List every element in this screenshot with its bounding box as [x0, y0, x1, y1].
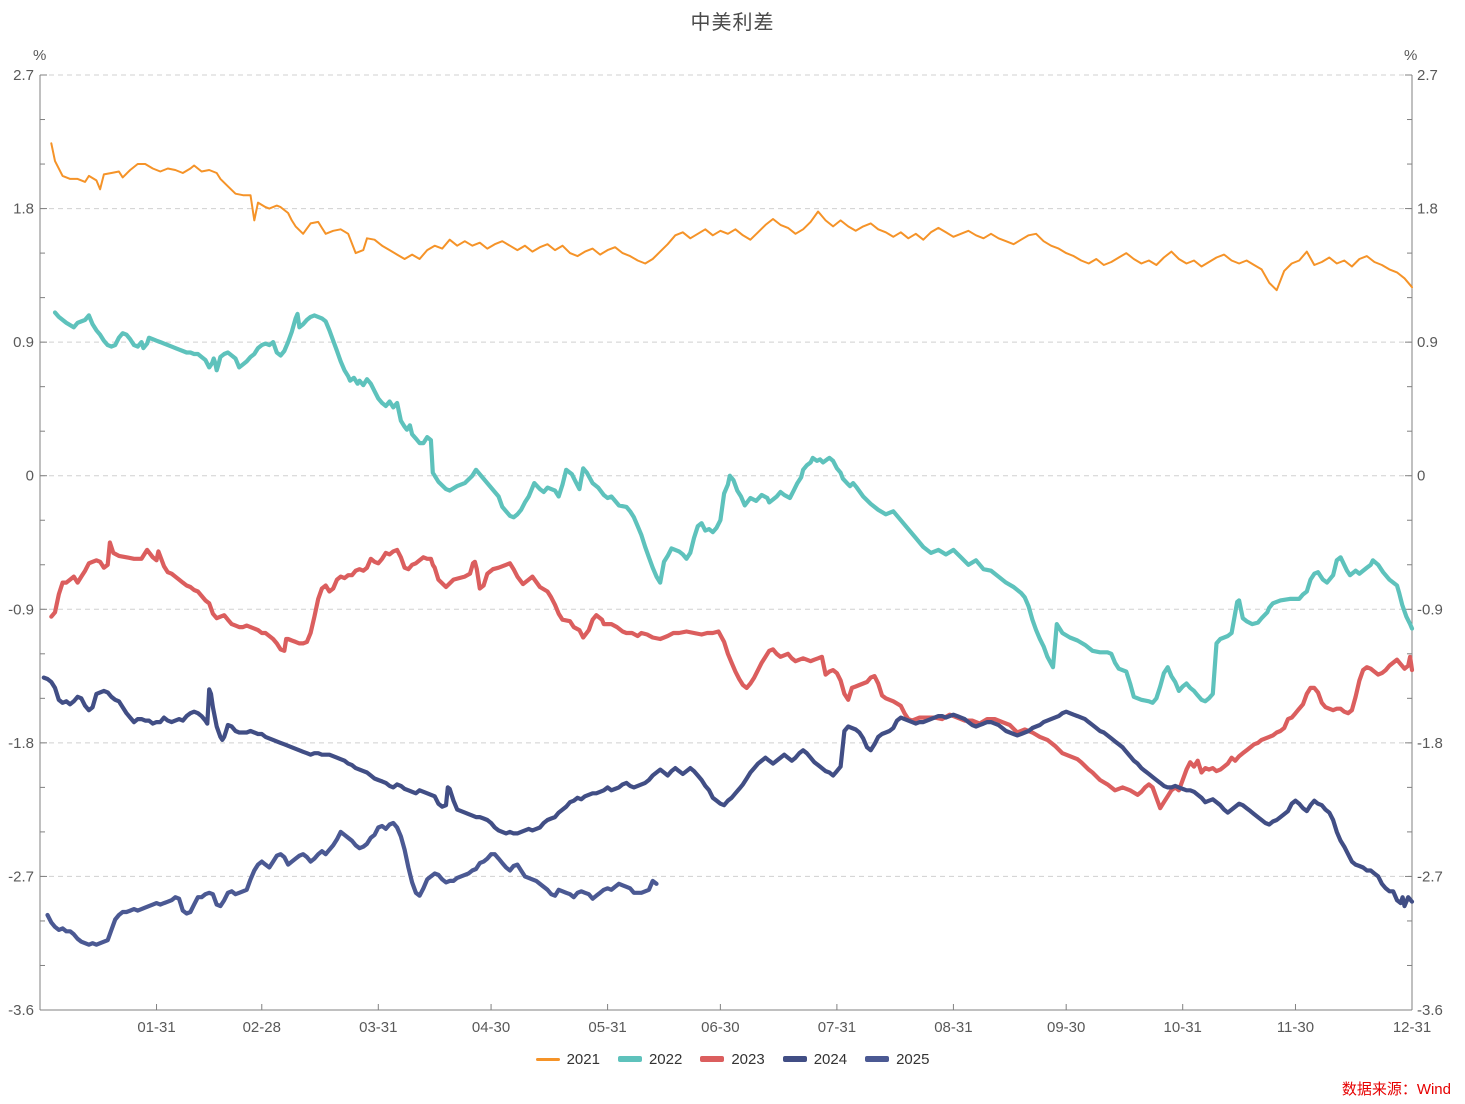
y-axis-unit-right: % [1404, 47, 1418, 64]
series-line-2024 [41, 675, 1415, 909]
legend-label: 2025 [896, 1050, 930, 1068]
y-axis-unit-left: % [33, 47, 47, 64]
legend-label: 2021 [566, 1050, 600, 1068]
y-tick-label: -2.7 [1417, 868, 1443, 885]
legend-swatch-2023 [700, 1056, 725, 1062]
series-line-2025 [45, 820, 659, 947]
x-tick-label: 08-31 [934, 1019, 972, 1036]
x-tick-label: 06-30 [701, 1019, 739, 1036]
y-tick-label: -3.6 [1417, 1002, 1443, 1019]
y-tick-label: 0.9 [1417, 334, 1438, 351]
source-note: 数据来源：Wind [1341, 1081, 1451, 1098]
y-tick-label: 2.7 [13, 67, 34, 84]
x-tick-label: 05-31 [588, 1019, 626, 1036]
x-tick-label: 04-30 [472, 1019, 510, 1036]
legend-swatch-2021 [535, 1057, 560, 1061]
y-tick-label: -3.6 [8, 1002, 34, 1019]
legend-item-2022: 2022 [617, 1050, 683, 1068]
legend-label: 2023 [731, 1050, 765, 1068]
y-tick-label: -0.9 [8, 601, 34, 618]
y-tick-label: 1.8 [13, 201, 34, 218]
x-tick-label: 10-31 [1164, 1019, 1202, 1036]
series-line-2023 [49, 540, 1415, 811]
y-tick-label: -2.7 [8, 868, 34, 885]
y-tick-label: -1.8 [8, 735, 34, 752]
chart-title: 中美利差 [690, 12, 775, 34]
series-line-2022 [52, 310, 1415, 705]
x-tick-label: 02-28 [243, 1019, 281, 1036]
x-tick-label: 07-31 [818, 1019, 856, 1036]
series-line-2021 [50, 142, 1413, 292]
legend-item-2025: 2025 [865, 1051, 929, 1068]
legend-item-2023: 2023 [700, 1050, 765, 1068]
y-tick-label: 0 [26, 468, 34, 485]
x-tick-label: 11-30 [1277, 1019, 1314, 1036]
legend: 2021 2022 2023 2024 2025 [0, 1046, 1465, 1072]
x-tick-label: 09-30 [1047, 1019, 1085, 1036]
legend-label: 2024 [813, 1050, 848, 1068]
y-tick-label: -1.8 [1417, 735, 1443, 752]
y-tick-label: 0.9 [13, 334, 34, 351]
y-tick-label: 0 [1417, 468, 1425, 485]
y-tick-label: -0.9 [1417, 601, 1443, 618]
y-tick-label: 2.7 [1417, 67, 1438, 84]
x-tick-label: 12-31 [1393, 1019, 1431, 1036]
y-tick-label: 1.8 [1417, 201, 1438, 218]
legend-item-2021: 2021 [535, 1050, 600, 1068]
legend-swatch-2025 [865, 1056, 890, 1062]
x-tick-label: 01-31 [137, 1019, 175, 1036]
legend-label: 2022 [648, 1050, 683, 1068]
legend-item-2024: 2024 [782, 1050, 848, 1068]
x-tick-label: 03-31 [359, 1019, 397, 1036]
legend-swatch-2024 [782, 1056, 807, 1062]
legend-swatch-2022 [617, 1056, 642, 1062]
